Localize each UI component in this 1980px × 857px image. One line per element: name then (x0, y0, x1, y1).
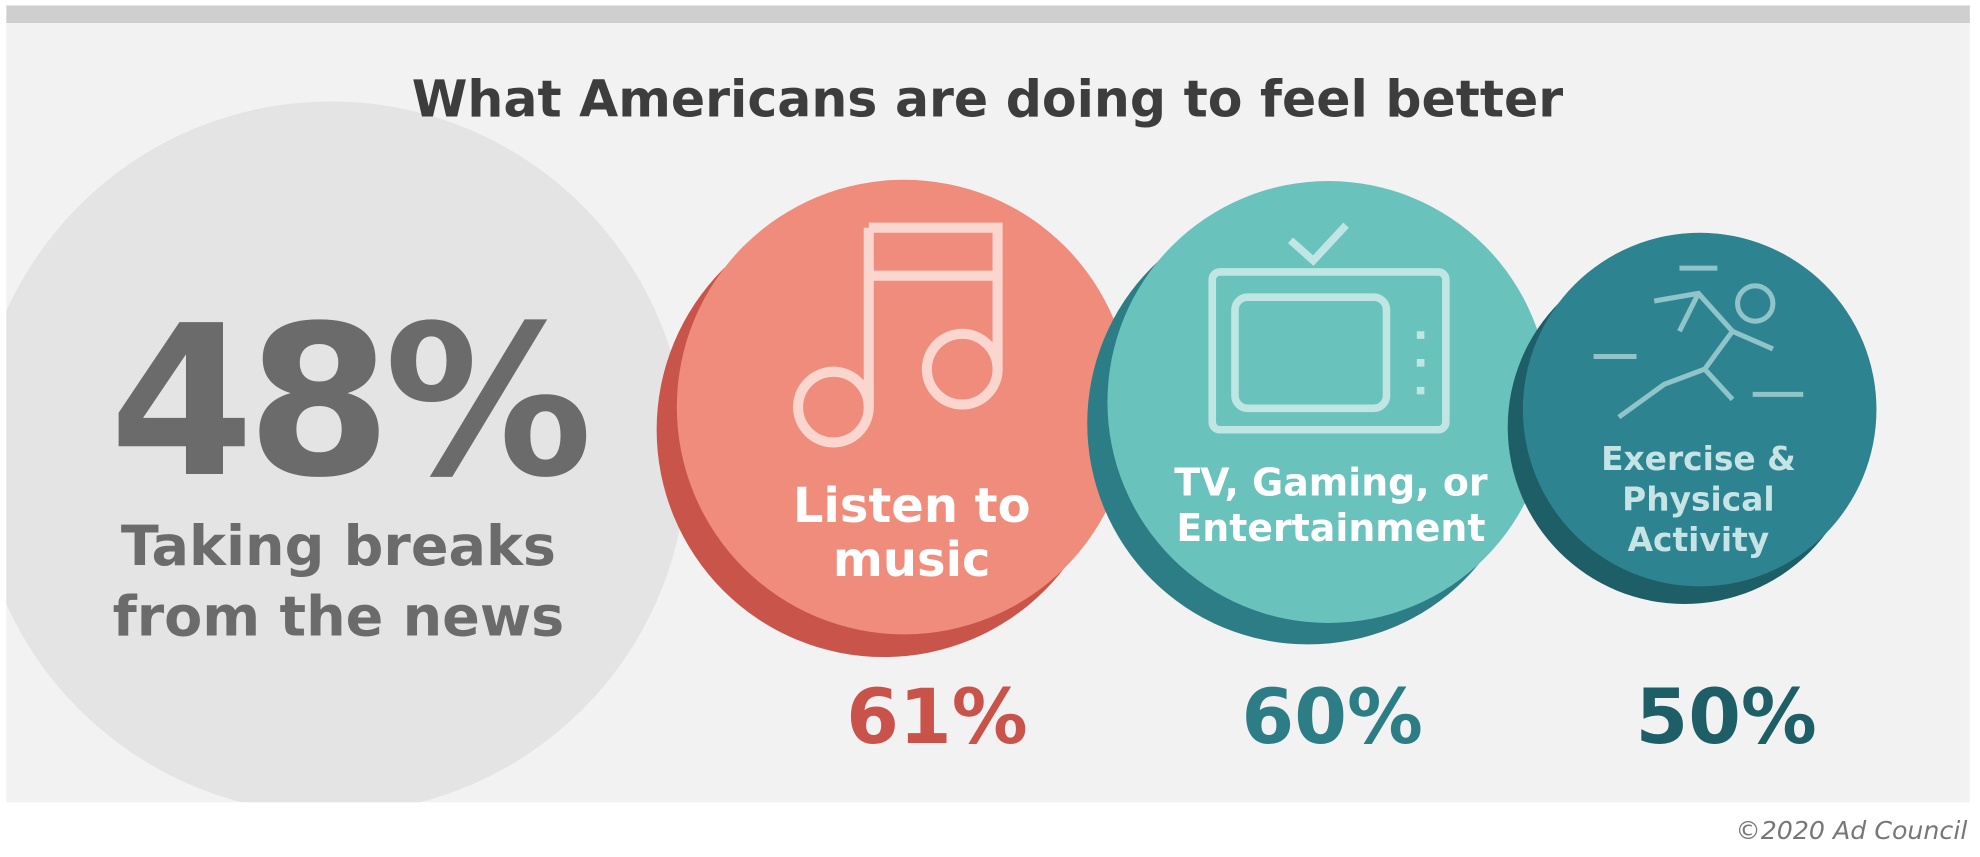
activity-label: Exercise & (1601, 440, 1796, 478)
title: What Americans are doing to feel better (412, 70, 1564, 129)
activity-value: 50% (1636, 673, 1817, 761)
tv-circle (1107, 181, 1550, 623)
exercise-icon (1593, 265, 1804, 420)
activity-label: Activity (1628, 521, 1770, 559)
top-bar (6, 5, 1970, 24)
activity-value: 60% (1242, 673, 1423, 761)
highlight-circle (6, 101, 687, 803)
activity-label: Listen to (793, 478, 1031, 534)
highlight-label: from the news (113, 585, 565, 650)
music-circle (676, 179, 1132, 635)
highlight-value: 48% (109, 282, 587, 524)
tv-icon (1208, 222, 1450, 434)
music-icon (793, 222, 1003, 448)
credit: ©2020 Ad Council (1735, 816, 1967, 845)
activity-value: 61% (846, 673, 1027, 761)
highlight-label: Taking breaks (121, 514, 556, 579)
activity-label: music (833, 532, 991, 588)
activity-label: TV, Gaming, or (1174, 460, 1488, 504)
exercise-circle (1522, 232, 1877, 587)
activity-label: Physical (1622, 481, 1775, 519)
activity-label: Entertainment (1176, 506, 1485, 550)
